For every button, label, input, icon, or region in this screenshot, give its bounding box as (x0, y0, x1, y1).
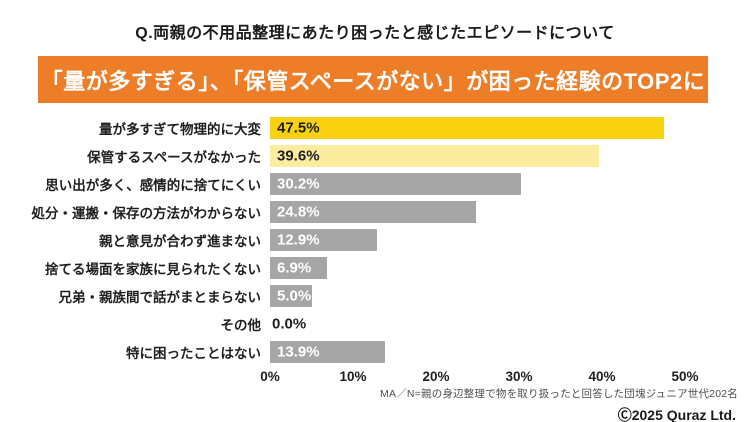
headline-banner: 「量が多すぎる」、「保管スペースがない」が困った経験のTOP2に (38, 56, 708, 103)
page-title: Q.両親の不用品整理にあたり困ったと感じたエピソードについて (135, 25, 615, 42)
survey-footnote: MA／N=親の身辺整理で物を取り扱ったと回答した団塊ジュニア世代202名 (380, 388, 738, 400)
bar (270, 229, 378, 251)
bar-area: 6.9% (270, 257, 685, 279)
x-axis-tick: 40% (588, 369, 616, 384)
bar-row: 保管するスペースがなかった 39.6% (0, 142, 750, 170)
bar-area: 13.9% (270, 341, 685, 363)
category-label: 保管するスペースがなかった (87, 150, 261, 165)
value-label: 39.6% (277, 147, 320, 165)
bar-area: 24.8% (270, 201, 685, 223)
value-label: 5.0% (277, 287, 312, 305)
category-label: 捨てる場面を家族に見られたくない (45, 262, 261, 277)
category-label: 処分・運搬・保存の方法がわからない (31, 206, 262, 221)
x-axis-tick: 30% (505, 369, 533, 384)
bar-row: 処分・運搬・保存の方法がわからない 24.8% (0, 198, 750, 226)
bar-chart: 量が多すぎて物理的に大変 47.5% 保管するスペースがなかった 39.6% 思い出が多… (0, 114, 750, 386)
x-axis-tick: 0% (260, 369, 280, 384)
bar (270, 173, 521, 195)
bar-area: 30.2% (270, 173, 685, 195)
bar-area: 39.6% (270, 145, 685, 167)
bar-row: 思い出が多く、感情的に捨てにくい 30.2% (0, 170, 750, 198)
copyright-text: Ⓒ2025 Quraz Ltd. (617, 407, 736, 422)
bar (270, 257, 328, 279)
bar-area: 12.9% (270, 229, 685, 251)
category-label: 兄弟・親族間で話がまとまらない (58, 290, 262, 305)
value-label: 47.5% (277, 119, 320, 137)
bar-area: 5.0% (270, 285, 685, 307)
category-label: 親と意見が合わず進まない (99, 234, 261, 249)
category-label: 思い出が多く、感情的に捨てにくい (45, 178, 261, 193)
bar-row: 特に困ったことはない 13.9% (0, 338, 750, 366)
value-label: 0.0% (272, 315, 307, 333)
bar (270, 201, 476, 223)
bar-row: 親と意見が合わず進まない 12.9% (0, 226, 750, 254)
bar-row: 兄弟・親族間で話がまとまらない 5.0% (0, 282, 750, 310)
value-label: 6.9% (277, 259, 312, 277)
bar (270, 117, 665, 139)
x-axis-tick: 10% (339, 369, 367, 384)
bar-row: 捨てる場面を家族に見られたくない 6.9% (0, 254, 750, 282)
bar (270, 145, 599, 167)
x-axis-tick: 50% (671, 369, 699, 384)
bar (270, 285, 312, 307)
value-label: 24.8% (277, 203, 320, 221)
x-axis: 0% 10% 20% 30% 40% 50% (260, 366, 698, 386)
bar-area: 47.5% (270, 117, 685, 139)
category-label: 特に困ったことはない (126, 346, 261, 361)
bar-area: 0.0% (270, 313, 685, 335)
value-label: 12.9% (277, 231, 320, 249)
bar-rows: 量が多すぎて物理的に大変 47.5% 保管するスペースがなかった 39.6% 思い出が多… (0, 114, 750, 366)
value-label: 13.9% (277, 343, 320, 361)
category-label: その他 (220, 318, 262, 333)
bar-row: 量が多すぎて物理的に大変 47.5% (0, 114, 750, 142)
bar (270, 341, 386, 363)
x-axis-tick: 20% (422, 369, 450, 384)
value-label: 30.2% (277, 175, 320, 193)
category-label: 量が多すぎて物理的に大変 (99, 122, 261, 137)
bar-row: その他 0.0% (0, 310, 750, 338)
